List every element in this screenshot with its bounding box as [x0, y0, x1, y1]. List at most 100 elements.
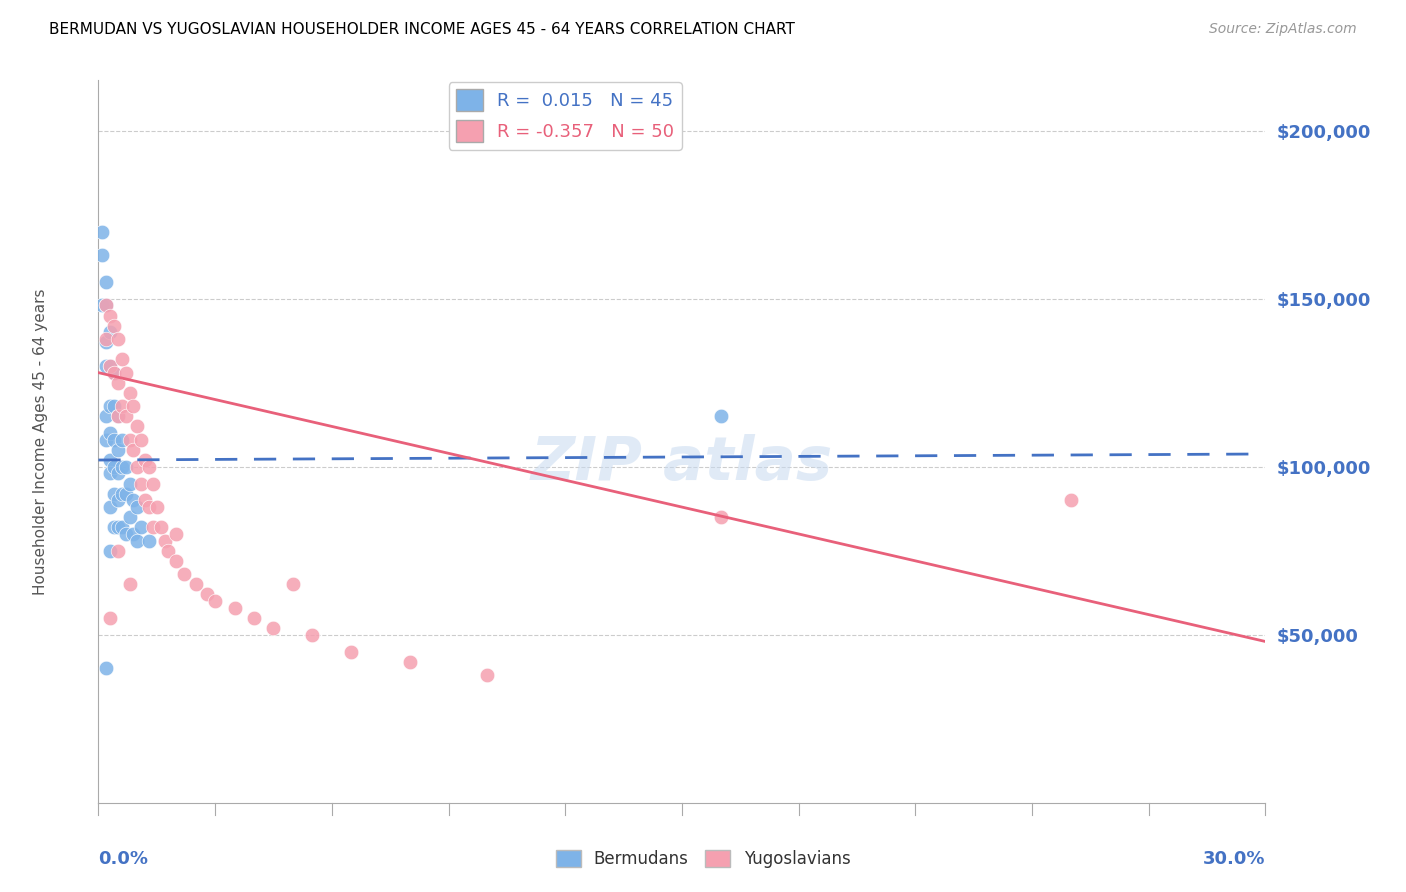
Point — [157, 543, 180, 558]
Point — [710, 510, 733, 524]
Point — [96, 332, 118, 346]
Point — [107, 409, 129, 424]
Point — [96, 275, 118, 289]
Point — [118, 385, 141, 400]
Point — [195, 587, 218, 601]
Text: ZIP atlas: ZIP atlas — [531, 434, 832, 492]
Point — [118, 510, 141, 524]
Text: Householder Income Ages 45 - 64 years: Householder Income Ages 45 - 64 years — [32, 288, 48, 595]
Point — [103, 318, 125, 333]
Point — [96, 298, 118, 312]
Point — [122, 493, 145, 508]
Point — [398, 655, 420, 669]
Point — [142, 476, 165, 491]
Point — [107, 442, 129, 457]
Point — [111, 459, 134, 474]
Point — [107, 493, 129, 508]
Point — [127, 500, 149, 514]
Point — [103, 520, 125, 534]
Point — [96, 359, 118, 373]
Point — [98, 500, 121, 514]
Point — [149, 520, 172, 534]
Point — [98, 543, 121, 558]
Point — [142, 520, 165, 534]
Point — [134, 493, 156, 508]
Point — [111, 433, 134, 447]
Point — [173, 567, 195, 582]
Point — [107, 409, 129, 424]
Point — [477, 668, 499, 682]
Point — [129, 433, 152, 447]
Point — [98, 399, 121, 413]
Point — [107, 376, 129, 390]
Point — [96, 335, 118, 350]
Point — [281, 577, 304, 591]
Point — [138, 459, 160, 474]
Point — [98, 359, 121, 373]
Point — [301, 628, 323, 642]
Point — [243, 611, 266, 625]
Point — [111, 486, 134, 500]
Text: 30.0%: 30.0% — [1204, 850, 1265, 868]
Point — [91, 298, 114, 312]
Point — [96, 409, 118, 424]
Point — [98, 467, 121, 481]
Point — [98, 326, 121, 340]
Point — [146, 500, 169, 514]
Point — [184, 577, 207, 591]
Point — [107, 520, 129, 534]
Point — [114, 409, 136, 424]
Point — [340, 644, 363, 658]
Point — [103, 433, 125, 447]
Point — [103, 366, 125, 380]
Point — [107, 467, 129, 481]
Point — [118, 577, 141, 591]
Point — [127, 459, 149, 474]
Point — [710, 409, 733, 424]
Point — [111, 399, 134, 413]
Point — [98, 453, 121, 467]
Point — [118, 476, 141, 491]
Point — [107, 332, 129, 346]
Point — [127, 533, 149, 548]
Point — [129, 476, 152, 491]
Text: 0.0%: 0.0% — [98, 850, 149, 868]
Point — [127, 419, 149, 434]
Point — [96, 433, 118, 447]
Point — [153, 533, 176, 548]
Point — [224, 600, 246, 615]
Point — [204, 594, 226, 608]
Legend: R =  0.015   N = 45, R = -0.357   N = 50: R = 0.015 N = 45, R = -0.357 N = 50 — [449, 82, 682, 150]
Point — [98, 359, 121, 373]
Point — [103, 459, 125, 474]
Point — [91, 248, 114, 262]
Point — [118, 433, 141, 447]
Point — [98, 611, 121, 625]
Point — [103, 399, 125, 413]
Point — [165, 554, 187, 568]
Point — [262, 621, 284, 635]
Point — [114, 366, 136, 380]
Point — [165, 527, 187, 541]
Point — [114, 527, 136, 541]
Point — [91, 225, 114, 239]
Point — [96, 298, 118, 312]
Point — [134, 453, 156, 467]
Point — [122, 399, 145, 413]
Legend: Bermudans, Yugoslavians: Bermudans, Yugoslavians — [548, 843, 858, 875]
Point — [96, 661, 118, 675]
Point — [103, 366, 125, 380]
Point — [103, 486, 125, 500]
Point — [122, 527, 145, 541]
Text: BERMUDAN VS YUGOSLAVIAN HOUSEHOLDER INCOME AGES 45 - 64 YEARS CORRELATION CHART: BERMUDAN VS YUGOSLAVIAN HOUSEHOLDER INCO… — [49, 22, 794, 37]
Point — [138, 500, 160, 514]
Point — [122, 442, 145, 457]
Point — [98, 426, 121, 441]
Text: Source: ZipAtlas.com: Source: ZipAtlas.com — [1209, 22, 1357, 37]
Point — [114, 459, 136, 474]
Point — [114, 486, 136, 500]
Point — [129, 520, 152, 534]
Point — [1060, 493, 1083, 508]
Point — [138, 533, 160, 548]
Point — [111, 520, 134, 534]
